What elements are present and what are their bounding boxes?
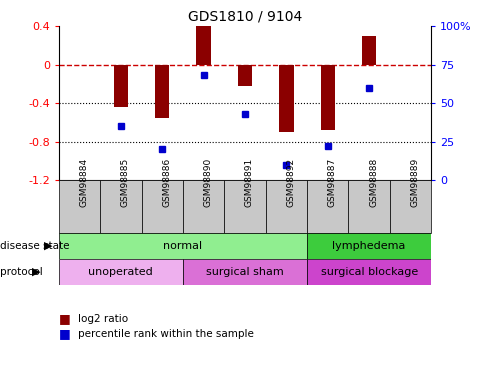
Bar <box>100 180 142 232</box>
Bar <box>238 64 252 86</box>
Bar <box>59 232 307 259</box>
Text: percentile rank within the sample: percentile rank within the sample <box>78 329 254 339</box>
Bar <box>390 180 431 232</box>
Text: GSM98890: GSM98890 <box>204 158 213 207</box>
Bar <box>279 64 294 132</box>
Text: GSM98888: GSM98888 <box>369 158 378 207</box>
Text: log2 ratio: log2 ratio <box>78 314 128 324</box>
Text: ■: ■ <box>59 327 71 340</box>
Text: GSM98887: GSM98887 <box>328 158 337 207</box>
Bar <box>362 36 376 64</box>
Text: GSM98885: GSM98885 <box>121 158 130 207</box>
Text: GSM98884: GSM98884 <box>79 158 89 207</box>
Bar <box>307 232 431 259</box>
Bar <box>183 259 307 285</box>
Bar <box>224 180 266 232</box>
Bar <box>307 259 431 285</box>
Text: unoperated: unoperated <box>89 267 153 277</box>
Text: GSM98889: GSM98889 <box>411 158 419 207</box>
Title: GDS1810 / 9104: GDS1810 / 9104 <box>188 10 302 24</box>
Bar <box>155 64 170 117</box>
Bar <box>266 180 307 232</box>
Text: protocol: protocol <box>0 267 43 277</box>
Text: lymphedema: lymphedema <box>332 241 406 250</box>
Bar <box>114 64 128 107</box>
Bar <box>196 26 211 64</box>
Text: GSM98891: GSM98891 <box>245 158 254 207</box>
Text: surgical sham: surgical sham <box>206 267 284 277</box>
Text: ▶: ▶ <box>44 241 52 250</box>
Bar <box>59 180 100 232</box>
Bar <box>348 180 390 232</box>
Bar <box>307 180 348 232</box>
Bar <box>59 259 183 285</box>
Text: ▶: ▶ <box>32 267 40 277</box>
Bar <box>142 180 183 232</box>
Text: ■: ■ <box>59 312 71 325</box>
Text: normal: normal <box>163 241 202 250</box>
Bar <box>183 180 224 232</box>
Text: GSM98892: GSM98892 <box>286 158 295 207</box>
Text: surgical blockage: surgical blockage <box>320 267 418 277</box>
Text: GSM98886: GSM98886 <box>162 158 171 207</box>
Text: disease state: disease state <box>0 241 70 250</box>
Bar <box>320 64 335 130</box>
